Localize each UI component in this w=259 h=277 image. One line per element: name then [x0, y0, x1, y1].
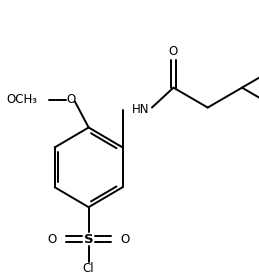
Text: O: O — [66, 93, 76, 106]
Text: S: S — [84, 232, 93, 245]
Text: methoxy: methoxy — [31, 99, 37, 100]
Text: Cl: Cl — [83, 262, 95, 275]
Text: HN: HN — [132, 103, 150, 116]
Text: OCH₃: OCH₃ — [7, 93, 38, 106]
Text: O: O — [48, 232, 57, 245]
Text: O: O — [120, 232, 130, 245]
Text: O: O — [169, 45, 178, 58]
